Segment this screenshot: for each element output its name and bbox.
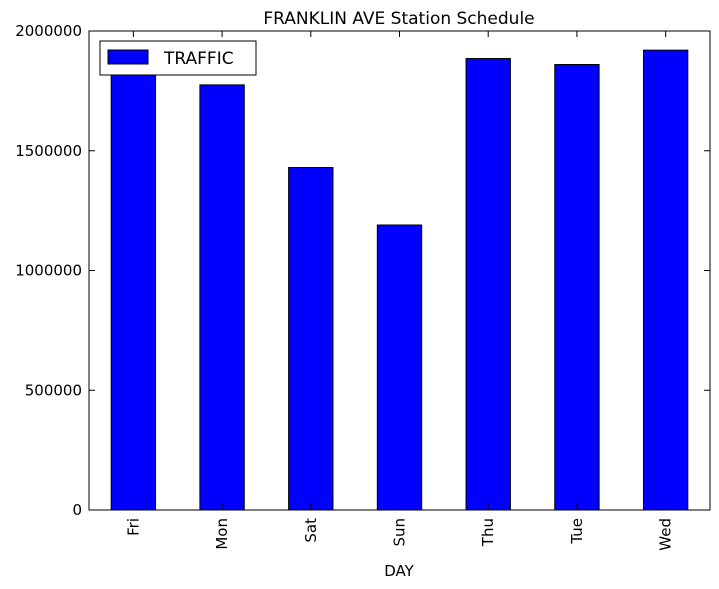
- y-axis: 0 500000 1000000 1500000 2000000: [15, 22, 710, 519]
- legend-label: TRAFFIC: [163, 49, 234, 69]
- y-tick-label: 0: [72, 501, 82, 519]
- x-tick-label: Mon: [213, 518, 231, 550]
- y-tick-label: 2000000: [15, 22, 82, 40]
- legend: TRAFFIC: [99, 40, 257, 76]
- bar-thu: [465, 58, 511, 511]
- bar-wed: [642, 49, 689, 511]
- x-tick-label: Sat: [302, 518, 320, 543]
- x-axis-label: DAY: [384, 562, 414, 580]
- x-tick-label: Tue: [568, 518, 586, 545]
- bars-group: [110, 49, 689, 511]
- bar-tue: [554, 64, 600, 511]
- x-tick-label: Fri: [124, 518, 142, 536]
- y-tick-label: 500000: [25, 381, 82, 399]
- bar-mon: [199, 84, 245, 511]
- bar-fri: [110, 73, 157, 511]
- legend-swatch: [107, 49, 149, 65]
- chart-title: FRANKLIN AVE Station Schedule: [263, 9, 534, 29]
- y-tick-label: 1500000: [15, 142, 82, 160]
- bar-sun: [376, 224, 423, 511]
- x-tick-label: Wed: [657, 518, 675, 551]
- x-tick-label: Sun: [391, 518, 409, 547]
- x-tick-label: Thu: [479, 518, 497, 547]
- y-tick-label: 1000000: [15, 262, 82, 280]
- bar-sat: [288, 167, 334, 511]
- x-axis: Fri Mon Sat Sun Thu Tue Wed: [124, 31, 675, 551]
